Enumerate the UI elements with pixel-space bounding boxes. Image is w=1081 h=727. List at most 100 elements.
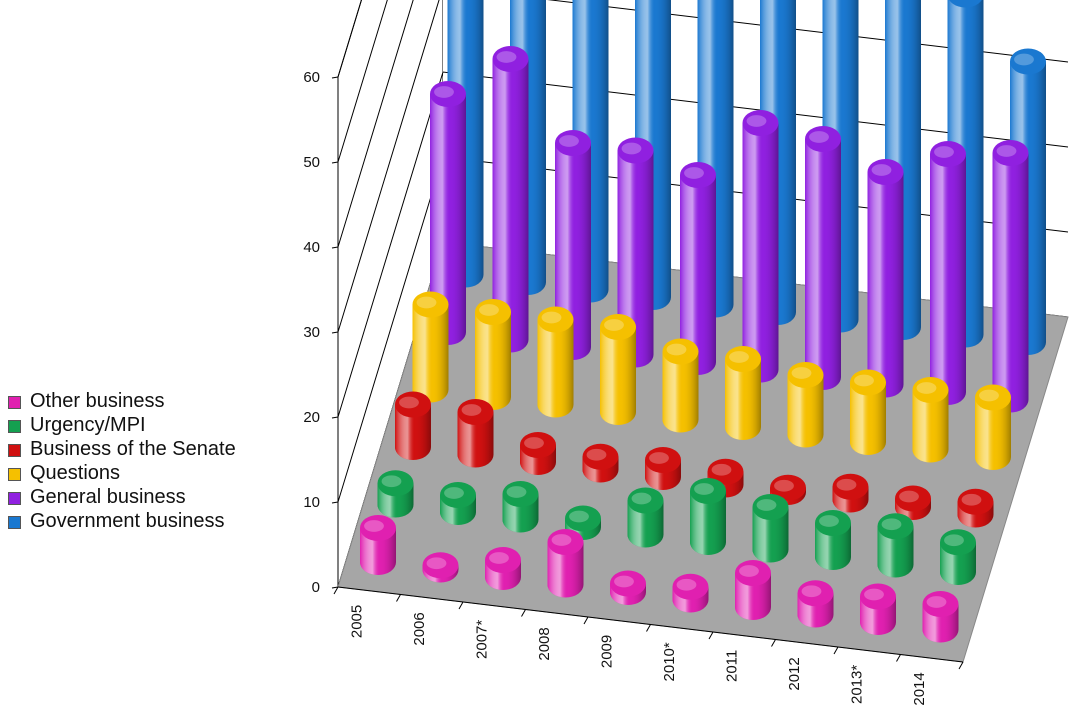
bar-top-highlight	[1014, 53, 1034, 66]
y-tick-mark	[331, 416, 339, 419]
bar-top-highlight	[684, 167, 704, 179]
bar-top-highlight	[711, 463, 732, 476]
legend-item-business-of-the-senate: Business of the Senate	[8, 438, 308, 460]
x-tick-label: 2013*	[848, 665, 865, 704]
bar-top	[422, 552, 459, 579]
bar-top-highlight	[426, 557, 447, 570]
bar-top	[877, 513, 914, 540]
bar-top	[485, 547, 521, 573]
bar-top-highlight	[871, 164, 892, 176]
bar-top-highlight	[496, 51, 517, 63]
bar-top	[457, 399, 494, 425]
bar	[975, 384, 1011, 470]
bar-top	[547, 529, 584, 555]
legend-label: Other business	[30, 390, 165, 412]
bar-top-highlight	[461, 404, 482, 416]
bar-top-highlight	[434, 86, 454, 98]
bar	[457, 399, 494, 468]
bar	[992, 140, 1029, 413]
y-axis-ticks: 0 10 20 30 40 50 60	[303, 69, 339, 596]
bar-top-highlight	[649, 452, 669, 464]
bar-top-highlight	[524, 437, 544, 449]
x-tick-mark	[333, 586, 339, 595]
bar-top	[895, 485, 931, 512]
bar	[520, 432, 556, 475]
bar-top	[867, 159, 904, 185]
bar-top-highlight	[604, 319, 624, 331]
bar-shade	[912, 390, 949, 463]
x-tick-label: 2007*	[473, 620, 490, 659]
bar-top-highlight	[541, 311, 562, 324]
legend-item-other-business: Other business	[8, 390, 308, 412]
bar	[735, 560, 771, 620]
bar-shade	[805, 139, 841, 390]
bar-shade	[600, 327, 636, 425]
bar	[395, 391, 431, 460]
bar-shade	[617, 150, 654, 368]
bar-top	[752, 494, 789, 520]
x-tick-mark	[833, 646, 839, 655]
y-tick-mark	[331, 501, 339, 504]
bar-top-highlight	[694, 483, 714, 495]
bar-top	[992, 140, 1029, 166]
x-axis-ticks: 2005 2006 2007* 2008 2009 2010* 2011 2012 2013* 2…	[348, 605, 928, 706]
bar-top	[940, 529, 976, 556]
bar-shade	[360, 528, 396, 575]
legend-swatch	[8, 468, 21, 481]
bar-shade	[690, 491, 726, 555]
y-tick-label: 10	[303, 494, 320, 511]
bar-top	[555, 130, 591, 156]
bar	[582, 443, 619, 483]
bar-shade	[752, 507, 789, 563]
bar	[752, 494, 789, 563]
bar	[377, 470, 414, 518]
y-tick-label: 50	[303, 154, 320, 171]
x-tick-mark	[958, 661, 964, 670]
bar-top-highlight	[676, 578, 697, 591]
bar-top	[537, 306, 574, 333]
x-tick-mark	[396, 594, 401, 602]
bar	[617, 137, 654, 368]
legend-item-questions: Questions	[8, 462, 308, 484]
bar-top	[645, 447, 681, 473]
chart-bars	[360, 0, 1046, 643]
legend-swatch	[8, 420, 21, 433]
bar-top	[610, 570, 646, 597]
bar-top-highlight	[836, 478, 857, 491]
bar	[645, 447, 681, 490]
bar	[867, 159, 904, 398]
bar-top	[690, 478, 726, 504]
y-tick-mark	[331, 331, 339, 334]
legend-swatch	[8, 492, 21, 505]
bar	[662, 338, 699, 433]
bar-top-highlight	[899, 490, 919, 503]
bar-shade	[867, 172, 904, 398]
bar	[912, 377, 949, 463]
bar-top-highlight	[569, 510, 589, 523]
bar-top	[412, 291, 449, 318]
y-tick-mark	[331, 246, 339, 249]
legend-label: Government business	[30, 510, 225, 532]
chart-legend: Other business Urgency/MPI Business of t…	[8, 390, 308, 534]
x-tick-mark	[458, 601, 464, 610]
bar	[725, 346, 761, 440]
bar	[422, 552, 459, 583]
bar	[805, 126, 841, 390]
bar-top-highlight	[774, 479, 794, 492]
bar	[627, 487, 664, 548]
bar	[430, 81, 466, 345]
bar-top	[797, 580, 834, 607]
bar	[742, 110, 779, 383]
bar-top	[430, 81, 466, 107]
legend-label: General business	[30, 486, 186, 508]
bar-shade	[537, 319, 574, 418]
bar-top-highlight	[961, 493, 982, 506]
x-tick-label: 2012	[786, 657, 803, 690]
bar-top	[1010, 48, 1046, 75]
bar	[555, 130, 591, 360]
bar	[360, 515, 396, 575]
bar-shade	[975, 397, 1011, 470]
bar	[502, 481, 539, 533]
bar-top-highlight	[881, 518, 902, 531]
bar-shade	[475, 312, 511, 410]
